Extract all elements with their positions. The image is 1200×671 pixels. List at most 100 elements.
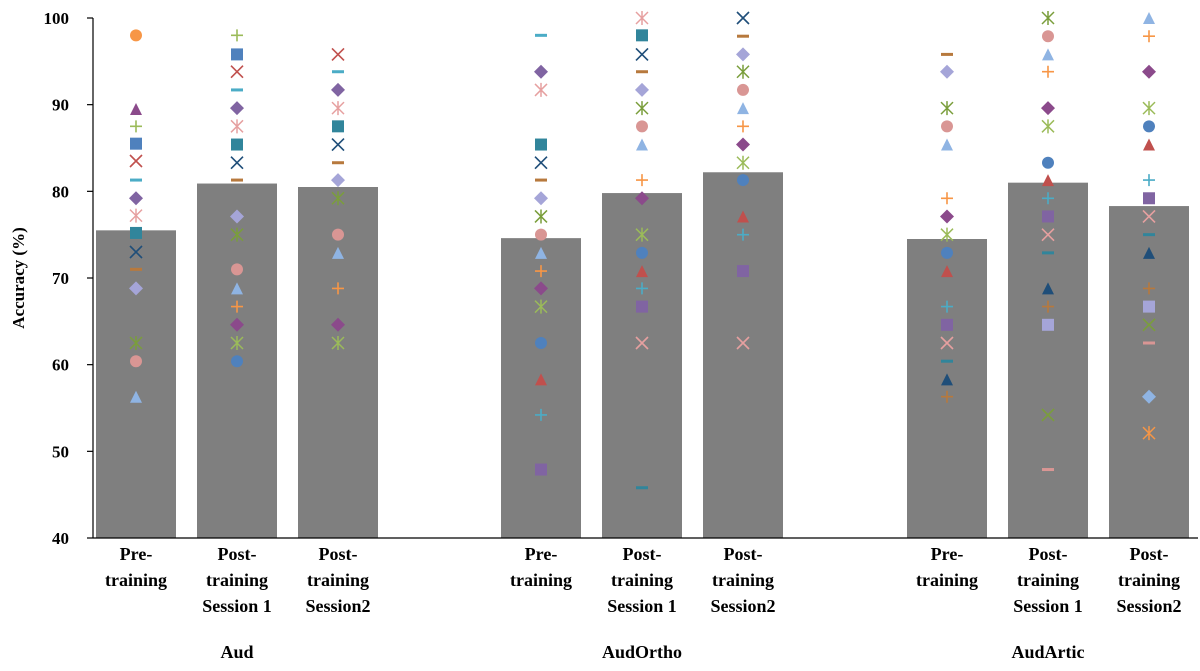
data-point bbox=[231, 300, 243, 313]
category-label: Pre- bbox=[120, 544, 153, 564]
data-point bbox=[736, 137, 750, 152]
data-point bbox=[941, 246, 953, 259]
category-label: Session 1 bbox=[1013, 596, 1083, 616]
data-point bbox=[941, 120, 953, 133]
data-point bbox=[941, 265, 953, 278]
data-point bbox=[635, 11, 649, 25]
data-point bbox=[1042, 192, 1054, 205]
data-point bbox=[331, 191, 345, 206]
category-label: training bbox=[1118, 570, 1180, 590]
data-point bbox=[534, 156, 548, 170]
data-point bbox=[1143, 174, 1155, 187]
y-tick-label: 60 bbox=[52, 356, 69, 375]
bar-audartic-0 bbox=[907, 239, 987, 538]
data-point bbox=[1042, 156, 1054, 169]
data-point bbox=[230, 317, 244, 332]
axes-layer: 40 50 60 70 80 90 100 Accuracy (%) bbox=[9, 9, 1198, 548]
data-point bbox=[737, 120, 749, 133]
data-point bbox=[940, 64, 954, 79]
data-point bbox=[130, 178, 142, 182]
category-label: Post- bbox=[623, 544, 662, 564]
data-point bbox=[1042, 300, 1054, 313]
data-point bbox=[1143, 120, 1155, 133]
data-point bbox=[332, 246, 344, 259]
data-point bbox=[1143, 12, 1155, 24]
bar-audartic-1 bbox=[1008, 182, 1088, 538]
data-point bbox=[1142, 318, 1156, 332]
data-point bbox=[129, 245, 143, 259]
data-point bbox=[231, 138, 243, 151]
data-point bbox=[1042, 48, 1054, 61]
data-point bbox=[129, 281, 143, 296]
data-point bbox=[332, 282, 344, 295]
data-point bbox=[535, 138, 547, 151]
data-point bbox=[737, 102, 749, 115]
category-label: Post- bbox=[319, 544, 358, 564]
data-point bbox=[231, 263, 243, 276]
data-point bbox=[535, 373, 547, 386]
data-point bbox=[737, 210, 749, 223]
data-point bbox=[737, 83, 749, 96]
data-point bbox=[737, 265, 749, 278]
data-point bbox=[1143, 300, 1155, 313]
data-point bbox=[534, 191, 548, 206]
bar-audortho-2 bbox=[703, 172, 783, 538]
data-point bbox=[736, 336, 750, 350]
data-point bbox=[534, 281, 548, 296]
data-point bbox=[1143, 138, 1155, 151]
data-point bbox=[231, 88, 243, 92]
labels-layer: Pre-training Post-training Session 1 Post-t… bbox=[105, 544, 1182, 662]
data-point bbox=[534, 82, 548, 97]
data-point bbox=[331, 82, 345, 97]
data-point bbox=[1042, 468, 1054, 472]
data-point bbox=[635, 101, 649, 116]
data-point bbox=[940, 101, 954, 116]
data-point bbox=[1041, 119, 1055, 134]
data-point bbox=[636, 282, 648, 295]
data-point bbox=[130, 267, 142, 271]
category-label: Session 1 bbox=[202, 596, 272, 616]
data-point bbox=[636, 246, 648, 259]
category-label: Pre- bbox=[931, 544, 964, 564]
data-point bbox=[130, 390, 142, 403]
data-point bbox=[636, 29, 648, 42]
data-point bbox=[129, 336, 143, 350]
data-point bbox=[736, 155, 750, 170]
data-point bbox=[941, 192, 953, 205]
data-point bbox=[130, 120, 142, 133]
data-point bbox=[635, 191, 649, 206]
data-point bbox=[1042, 318, 1054, 331]
data-point bbox=[332, 70, 344, 74]
bar-audartic-2 bbox=[1109, 206, 1189, 539]
data-point bbox=[636, 138, 648, 151]
y-axis-title: Accuracy (%) bbox=[9, 227, 28, 329]
bars-layer bbox=[96, 172, 1189, 539]
data-point bbox=[331, 137, 345, 152]
data-point bbox=[534, 299, 548, 314]
y-tick-label: 100 bbox=[44, 9, 70, 28]
category-label: training bbox=[307, 570, 369, 590]
data-point bbox=[736, 47, 750, 62]
data-point bbox=[1041, 408, 1055, 422]
data-point bbox=[1042, 30, 1054, 43]
data-point bbox=[1042, 210, 1054, 223]
category-label: Post- bbox=[1029, 544, 1068, 564]
category-label: training bbox=[510, 570, 572, 590]
data-point bbox=[1042, 282, 1054, 295]
data-point bbox=[231, 48, 243, 61]
category-label: training bbox=[105, 570, 167, 590]
data-point bbox=[535, 265, 547, 278]
data-point bbox=[941, 300, 953, 313]
data-point bbox=[1143, 282, 1155, 295]
category-label: training bbox=[206, 570, 268, 590]
data-point bbox=[1143, 30, 1155, 43]
data-point bbox=[129, 191, 143, 206]
data-point bbox=[1142, 209, 1156, 224]
data-point bbox=[332, 161, 344, 165]
category-label: training bbox=[611, 570, 673, 590]
group-label-audortho: AudOrtho bbox=[602, 642, 682, 662]
data-point bbox=[737, 174, 749, 187]
points-layer bbox=[129, 11, 1156, 490]
data-point bbox=[736, 64, 750, 79]
data-point bbox=[535, 408, 547, 421]
